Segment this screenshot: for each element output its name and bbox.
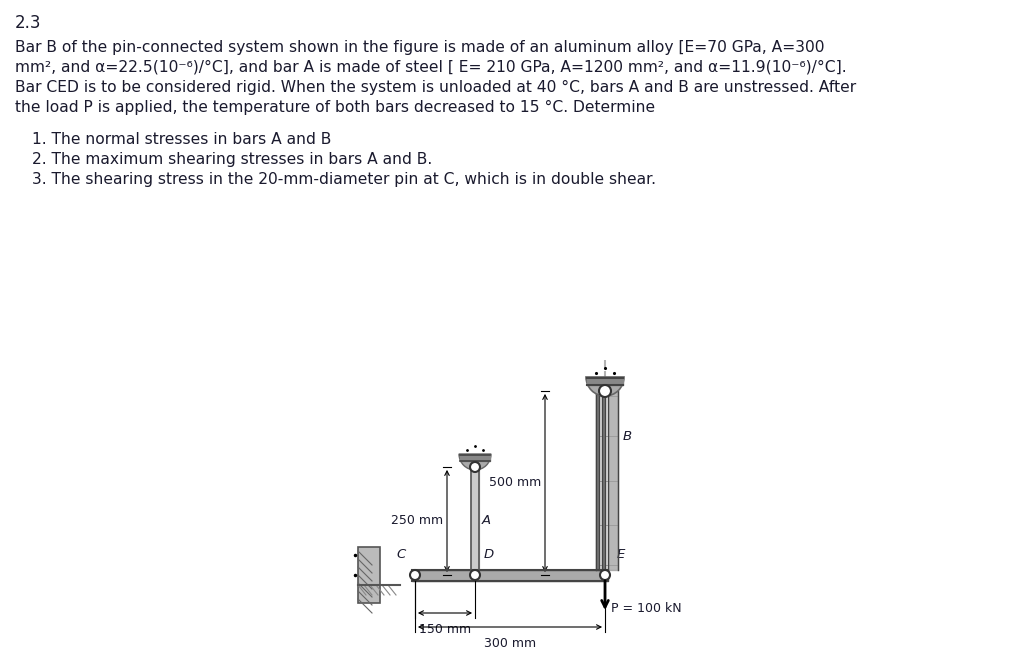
Circle shape xyxy=(470,570,480,580)
Wedge shape xyxy=(586,377,624,396)
Text: 2. The maximum shearing stresses in bars A and B.: 2. The maximum shearing stresses in bars… xyxy=(32,152,432,167)
Text: Bar CED is to be considered rigid. When the system is unloaded at 40 °C, bars A : Bar CED is to be considered rigid. When … xyxy=(15,80,856,95)
Text: D: D xyxy=(484,548,495,561)
Circle shape xyxy=(410,570,420,580)
Circle shape xyxy=(470,462,480,472)
Text: E: E xyxy=(617,548,626,561)
Text: A: A xyxy=(482,514,492,527)
Text: mm², and α=22.5(10⁻⁶)/°C], and bar A is made of steel [ E= 210 GPa, A=1200 mm², : mm², and α=22.5(10⁻⁶)/°C], and bar A is … xyxy=(15,60,847,75)
Text: B: B xyxy=(623,430,632,443)
Text: 3. The shearing stress in the 20-mm-diameter pin at C, which is in double shear.: 3. The shearing stress in the 20-mm-diam… xyxy=(32,172,656,187)
Text: 150 mm: 150 mm xyxy=(419,623,471,636)
Text: 1. The normal stresses in bars A and B: 1. The normal stresses in bars A and B xyxy=(32,132,332,147)
Circle shape xyxy=(599,385,611,397)
Text: C: C xyxy=(396,548,406,561)
Text: 300 mm: 300 mm xyxy=(484,637,536,650)
Text: 2.3: 2.3 xyxy=(15,14,42,32)
Text: Bar B of the pin-connected system shown in the figure is made of an aluminum all: Bar B of the pin-connected system shown … xyxy=(15,40,824,55)
Circle shape xyxy=(600,570,610,580)
Polygon shape xyxy=(412,570,608,581)
Text: P = 100 kN: P = 100 kN xyxy=(611,601,682,614)
Text: 250 mm: 250 mm xyxy=(391,514,443,527)
Text: the load P is applied, the temperature of both bars decreased to 15 °C. Determin: the load P is applied, the temperature o… xyxy=(15,100,655,115)
Polygon shape xyxy=(358,547,380,603)
Text: 500 mm: 500 mm xyxy=(488,476,541,489)
Wedge shape xyxy=(459,454,490,470)
